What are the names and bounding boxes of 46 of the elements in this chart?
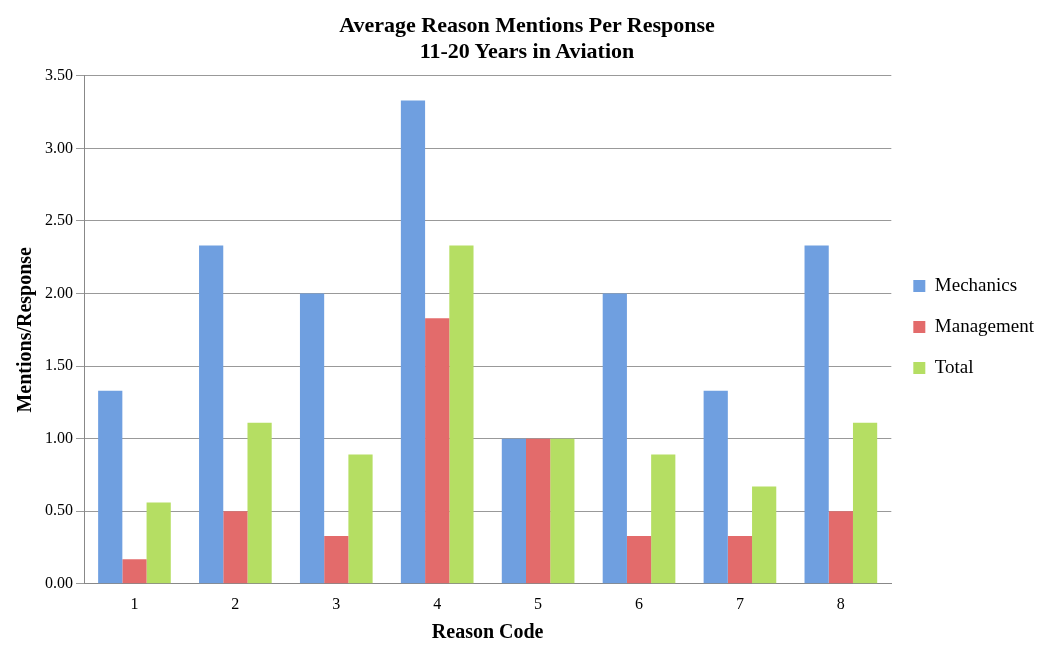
bar (703, 390, 728, 584)
bar (449, 245, 474, 584)
bar (122, 559, 147, 584)
chart-title: Average Reason Mentions Per Response 11-20 Years in Aviation (339, 11, 716, 64)
x-tick-label: 6 (635, 594, 644, 612)
legend-label: Mechanics (934, 273, 1018, 295)
x-tick-label: 5 (534, 594, 543, 612)
bar (501, 438, 527, 584)
x-axis-title: Reason Code (431, 620, 544, 643)
y-tick-label: 2.00 (45, 283, 73, 301)
x-tick-label: 3 (332, 594, 341, 612)
x-tick-label: 1 (130, 594, 139, 612)
bar (400, 100, 426, 584)
bar (223, 511, 248, 584)
y-axis-title: Mentions/Response (13, 246, 37, 413)
x-tick-label: 8 (836, 594, 845, 612)
bar (550, 438, 575, 584)
y-tick-label: 3.00 (45, 138, 73, 156)
bar (299, 293, 325, 584)
bar (852, 422, 878, 584)
legend-label: Total (934, 355, 974, 377)
x-tick-label: 2 (231, 594, 240, 612)
y-tick-label: 3.50 (45, 66, 73, 83)
bar (199, 245, 224, 584)
bar (324, 535, 349, 584)
bar (804, 245, 829, 584)
x-tick-label: 4 (433, 594, 442, 612)
bar (828, 511, 853, 584)
bar (98, 390, 123, 584)
bar (526, 438, 551, 584)
bar (247, 422, 272, 584)
legend-label: Management (934, 314, 1035, 336)
y-tick-label: 1.50 (45, 356, 73, 374)
bar (425, 318, 450, 584)
bar (348, 454, 373, 584)
bar (651, 454, 676, 584)
x-tick-label: 7 (735, 594, 744, 612)
y-tick-label: 1.00 (45, 428, 73, 446)
bar (602, 293, 627, 584)
bar (146, 502, 171, 584)
bar (727, 535, 753, 584)
bar (752, 486, 777, 584)
y-tick-label: 0.50 (45, 501, 73, 519)
y-tick-label: 2.50 (45, 211, 73, 229)
bar (626, 535, 652, 584)
y-tick-label: 0.00 (45, 574, 73, 591)
